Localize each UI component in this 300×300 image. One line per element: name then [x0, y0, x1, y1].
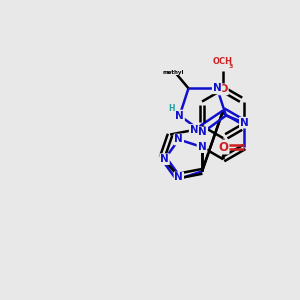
Text: methyl_C: methyl_C — [172, 71, 179, 74]
Text: N: N — [198, 142, 206, 152]
Text: H: H — [168, 103, 175, 112]
Text: OCH: OCH — [213, 57, 233, 66]
Text: N: N — [198, 128, 207, 137]
Text: methyl: methyl — [163, 70, 184, 75]
Text: N: N — [175, 134, 183, 145]
Text: O: O — [218, 84, 228, 94]
Text: N: N — [175, 172, 183, 182]
Text: N: N — [240, 118, 249, 128]
Text: 3: 3 — [228, 64, 233, 69]
Text: O: O — [218, 140, 229, 154]
Text: N: N — [213, 83, 221, 93]
Text: N: N — [175, 111, 184, 121]
Text: N: N — [198, 142, 206, 152]
Text: N: N — [160, 154, 169, 164]
Text: N: N — [190, 125, 198, 135]
